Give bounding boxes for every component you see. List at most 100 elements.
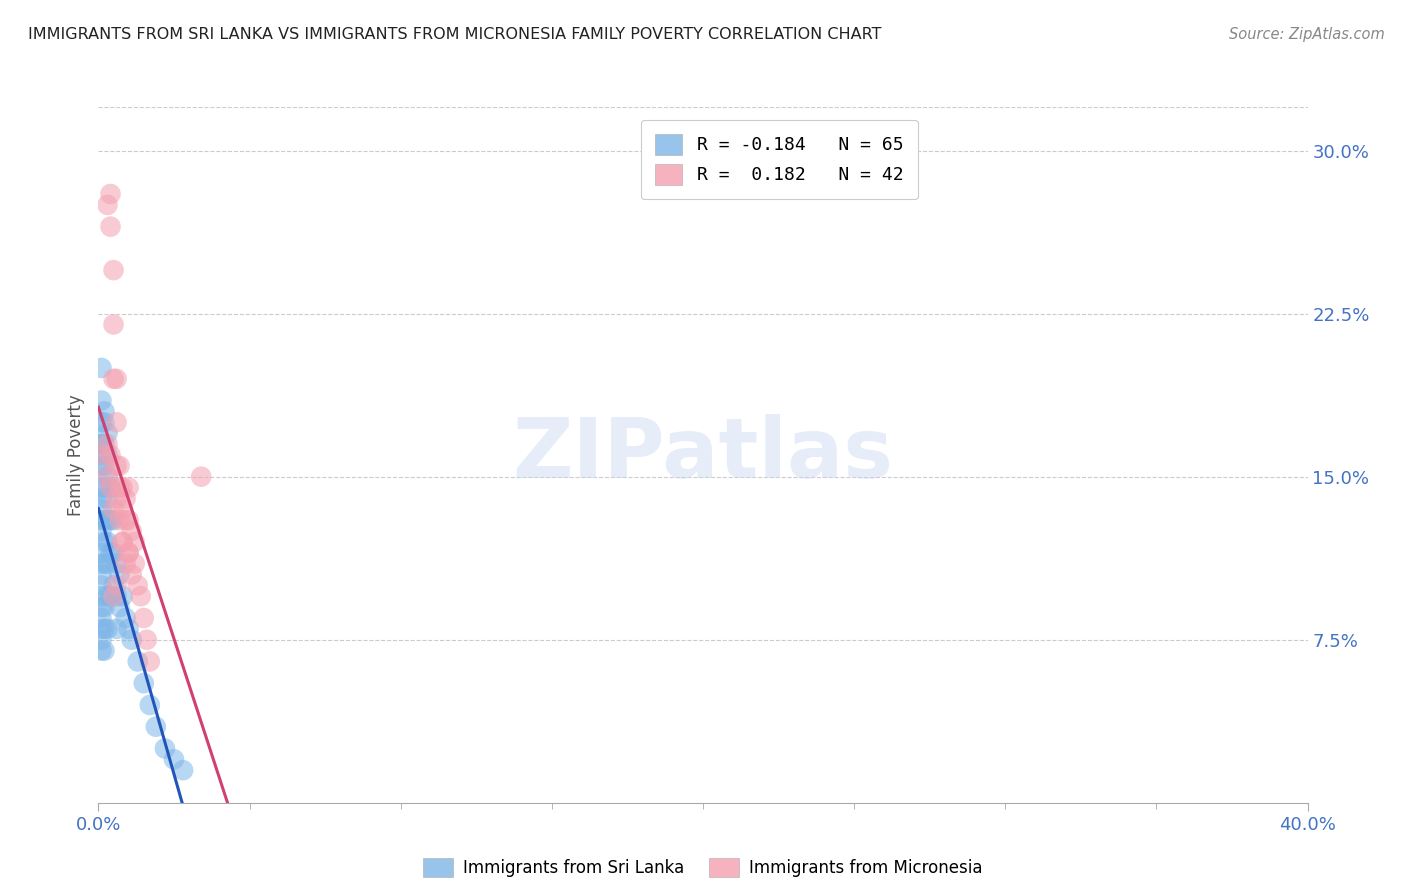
Point: [145, 720, 167, 734]
Point: [105, 557, 128, 571]
Point: [111, 502, 134, 516]
Point: [139, 655, 162, 669]
Point: [100, 481, 122, 495]
Point: [93, 437, 115, 451]
Point: [90, 589, 112, 603]
Point: [121, 567, 143, 582]
Point: [100, 219, 122, 234]
Point: [114, 513, 136, 527]
Point: [90, 513, 112, 527]
Point: [93, 513, 115, 527]
Point: [105, 491, 128, 506]
Point: [93, 481, 115, 495]
Point: [90, 415, 112, 429]
Point: [103, 318, 125, 332]
Point: [90, 622, 112, 636]
Point: [96, 534, 118, 549]
Point: [153, 741, 176, 756]
Point: [96, 491, 118, 506]
Point: [111, 589, 134, 603]
Point: [90, 437, 112, 451]
Point: [96, 513, 118, 527]
Point: [96, 448, 118, 462]
Point: [90, 567, 112, 582]
Point: [90, 491, 112, 506]
Point: [93, 600, 115, 615]
Point: [90, 360, 112, 375]
Point: [103, 263, 125, 277]
Point: [90, 524, 112, 538]
Point: [90, 600, 112, 615]
Point: [118, 513, 141, 527]
Point: [118, 622, 141, 636]
Point: [135, 632, 157, 647]
Point: [93, 534, 115, 549]
Point: [100, 448, 122, 462]
Point: [100, 589, 122, 603]
Point: [103, 546, 125, 560]
Point: [103, 513, 125, 527]
Point: [127, 655, 149, 669]
Point: [96, 469, 118, 483]
Point: [139, 698, 162, 712]
Point: [90, 611, 112, 625]
Point: [108, 567, 131, 582]
Point: [103, 372, 125, 386]
Point: [93, 458, 115, 473]
Point: [121, 524, 143, 538]
Point: [100, 481, 122, 495]
Point: [90, 502, 112, 516]
Point: [118, 481, 141, 495]
Point: [100, 513, 122, 527]
Point: [108, 600, 131, 615]
Point: [103, 589, 125, 603]
Point: [111, 481, 134, 495]
Point: [93, 415, 115, 429]
Point: [129, 589, 152, 603]
Point: [90, 578, 112, 592]
Point: [90, 437, 112, 451]
Point: [90, 632, 112, 647]
Point: [132, 611, 155, 625]
Point: [108, 513, 131, 527]
Point: [90, 546, 112, 560]
Point: [96, 557, 118, 571]
Point: [172, 763, 194, 777]
Point: [93, 557, 115, 571]
Point: [105, 372, 128, 386]
Point: [93, 404, 115, 418]
Point: [108, 458, 131, 473]
Text: IMMIGRANTS FROM SRI LANKA VS IMMIGRANTS FROM MICRONESIA FAMILY POVERTY CORRELATI: IMMIGRANTS FROM SRI LANKA VS IMMIGRANTS …: [28, 27, 882, 42]
Point: [96, 589, 118, 603]
Point: [93, 448, 115, 462]
Legend: Immigrants from Sri Lanka, Immigrants from Micronesia: Immigrants from Sri Lanka, Immigrants fr…: [416, 851, 990, 884]
Point: [105, 458, 128, 473]
Point: [96, 198, 118, 212]
Point: [114, 557, 136, 571]
Point: [114, 491, 136, 506]
Point: [103, 502, 125, 516]
Point: [96, 622, 118, 636]
Point: [108, 481, 131, 495]
Point: [96, 437, 118, 451]
Point: [163, 752, 186, 766]
Point: [114, 611, 136, 625]
Text: ZIPatlas: ZIPatlas: [513, 415, 893, 495]
Point: [105, 622, 128, 636]
Y-axis label: Family Poverty: Family Poverty: [66, 394, 84, 516]
Point: [90, 643, 112, 657]
Point: [127, 578, 149, 592]
Point: [132, 676, 155, 690]
Point: [105, 578, 128, 592]
Point: [96, 426, 118, 441]
Point: [121, 632, 143, 647]
Point: [100, 546, 122, 560]
Point: [93, 643, 115, 657]
Text: Source: ZipAtlas.com: Source: ZipAtlas.com: [1229, 27, 1385, 42]
Point: [105, 589, 128, 603]
Point: [124, 557, 146, 571]
Point: [90, 448, 112, 462]
Point: [124, 534, 146, 549]
Point: [96, 469, 118, 483]
Point: [118, 546, 141, 560]
